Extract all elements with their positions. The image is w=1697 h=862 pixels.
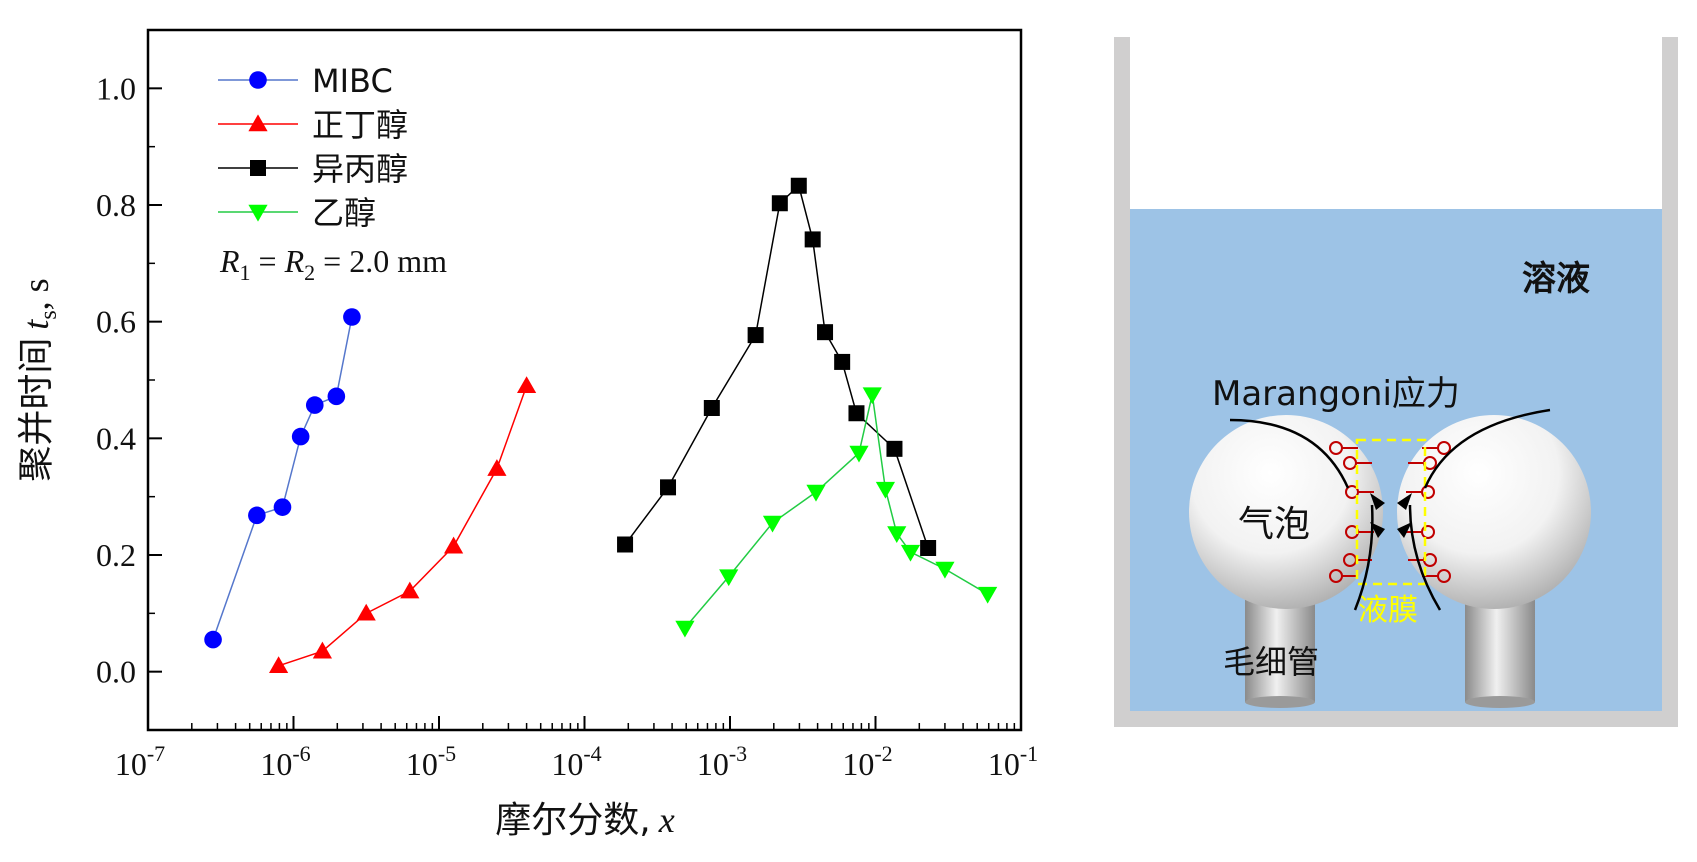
x-tick-label: 10-1	[988, 741, 1038, 782]
legend-marker-isopropanol	[250, 160, 266, 176]
x-axis-title: 摩尔分数, x	[495, 800, 674, 841]
data-point-ethanol	[875, 481, 896, 499]
data-point-isopropanol	[886, 440, 903, 457]
data-point-ethanol	[935, 561, 955, 579]
container-wall-right	[1662, 37, 1678, 727]
data-point-ethanol	[719, 569, 739, 587]
data-point-isopropanol	[790, 177, 807, 194]
capillary-label: 毛细管	[1223, 643, 1319, 681]
data-point-isopropanol	[834, 353, 851, 370]
arrowhead-upper-right	[1397, 493, 1412, 510]
y-tick-label: 0.6	[96, 304, 136, 340]
data-point-ethanol	[849, 445, 869, 463]
x-tick-label: 10-5	[406, 741, 456, 782]
y-tick-label: 0.8	[96, 187, 136, 223]
capillary-right-end	[1465, 696, 1535, 708]
legend-marker-ethanol	[248, 204, 268, 222]
liquid-film-box	[1355, 438, 1427, 586]
data-point-mibc	[327, 387, 346, 406]
arrowhead-lower-right	[1397, 522, 1412, 538]
plot-frame	[146, 28, 1023, 732]
data-point-isopropanol	[804, 231, 821, 248]
coalescence-time-chart: 10-7 10-6 10-5 10-4 10-3 10-2 10-1 0.00.20.40.…	[16, 28, 1038, 841]
container-bottom	[1114, 711, 1678, 727]
legend-label-mibc: MIBC	[312, 62, 393, 100]
marangoni-arrow-right	[1423, 408, 1551, 489]
data-point-isopropanol	[771, 195, 788, 212]
data-point-mibc	[204, 630, 222, 649]
y-axis: 0.0 0.2 0.4 0.6 0.8 1.0	[96, 29, 162, 731]
data-point-ethanol	[887, 526, 907, 544]
data-point-ethanol	[900, 544, 921, 562]
y-tick-label: 0.0	[96, 654, 136, 690]
data-point-butanol	[269, 656, 289, 674]
x-tick-label: 10-3	[697, 741, 747, 782]
series-ethanol	[675, 387, 998, 638]
arrowhead-lower-left	[1370, 522, 1385, 538]
series-line-butanol	[278, 385, 528, 667]
liquid-film-label: 液膜	[1358, 593, 1418, 628]
y-tick-label: 0.2	[96, 537, 136, 573]
series-mibc	[204, 308, 361, 649]
data-point-isopropanol	[920, 540, 937, 556]
x-tick-label: 10-7	[115, 741, 165, 782]
x-tick-label: 10-2	[842, 741, 892, 782]
data-point-ethanol	[762, 515, 783, 533]
data-point-isopropanol	[660, 479, 677, 496]
solution-label: 溶液	[1522, 259, 1590, 299]
x-tick-label: 10-4	[551, 741, 601, 782]
data-point-butanol	[444, 536, 464, 554]
y-tick-label: 1.0	[96, 70, 136, 106]
legend-marker-mibc	[249, 71, 267, 89]
capillary-left-end	[1245, 696, 1315, 708]
x-tick-label: 10-6	[260, 741, 310, 782]
legend-marker-butanol	[248, 114, 268, 132]
data-point-mibc	[305, 396, 324, 414]
series-line-ethanol	[684, 394, 989, 629]
radius-annotation: R1 = R2 = 2.0 mm	[219, 243, 447, 285]
legend: MIBC 正丁醇 异丙醇 乙醇	[218, 62, 408, 232]
legend-label-ethanol: 乙醇	[312, 194, 376, 232]
series-butanol	[269, 376, 537, 674]
series-line-mibc	[212, 316, 353, 640]
return-arrow-right	[1408, 504, 1442, 611]
container-wall-left	[1114, 37, 1130, 727]
data-point-butanol	[516, 376, 537, 394]
arrowhead-upper-left	[1370, 493, 1385, 510]
bubble-coalescence-diagram: 溶液 气泡 液膜 Marangoni应力 毛细管	[1114, 37, 1678, 727]
y-tick-label: 0.4	[96, 420, 136, 456]
data-point-butanol	[356, 603, 376, 621]
data-point-mibc	[273, 498, 292, 516]
legend-label-butanol: 正丁醇	[312, 106, 408, 144]
data-point-ethanol	[862, 387, 882, 405]
y-axis-title: 聚并时间ts, s	[16, 278, 62, 481]
data-point-isopropanol	[617, 536, 634, 553]
data-point-isopropanol	[747, 327, 764, 344]
bubble-right	[1397, 415, 1591, 609]
data-point-butanol	[312, 641, 333, 659]
data-point-butanol	[400, 581, 420, 599]
bubble-label: 气泡	[1238, 504, 1310, 545]
data-point-mibc	[291, 427, 310, 446]
marangoni-stress-label: Marangoni应力	[1212, 374, 1460, 414]
x-axis: 10-7 10-6 10-5 10-4 10-3 10-2 10-1	[115, 716, 1038, 782]
data-point-ethanol	[806, 484, 826, 502]
legend-label-isopropanol: 异丙醇	[312, 150, 408, 188]
return-arrow-left	[1353, 504, 1374, 611]
data-point-mibc	[248, 506, 266, 525]
data-point-isopropanol	[848, 405, 865, 422]
data-point-isopropanol	[817, 324, 834, 341]
data-point-ethanol	[978, 586, 998, 604]
marangoni-arrow-left	[1229, 418, 1350, 489]
data-point-butanol	[487, 459, 507, 476]
data-point-ethanol	[675, 620, 695, 638]
data-point-mibc	[343, 308, 361, 326]
data-point-isopropanol	[703, 400, 720, 416]
series-isopropanol	[617, 177, 937, 556]
series-layer	[204, 177, 998, 674]
